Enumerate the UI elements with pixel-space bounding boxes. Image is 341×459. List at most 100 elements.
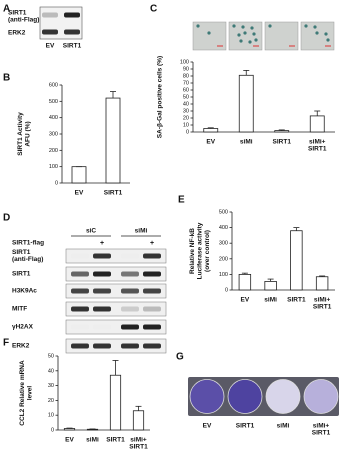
y-axis-label: SA-β-Gal positive cells (%) (157, 56, 164, 138)
stained-cell (241, 25, 245, 29)
stained-cell (254, 38, 258, 42)
y-tick-label: 30 (48, 383, 54, 389)
error-bar (267, 278, 274, 282)
panel-letter: A (3, 4, 10, 15)
y-axis-label: level (26, 386, 33, 401)
x-tick-label: siMi (264, 297, 277, 304)
stained-cell (252, 32, 256, 36)
stained-cell (250, 26, 254, 30)
y-axis-label: CCL2 Relative mRNA (19, 360, 26, 426)
stained-cell (239, 39, 243, 43)
error-bar (110, 91, 116, 99)
bar (264, 281, 277, 291)
row-label: MITF (12, 306, 27, 313)
y-axis-label: SIRT1 Activity (17, 112, 24, 156)
panel-letter: D (3, 213, 10, 224)
bar (203, 128, 219, 133)
stained-cell (324, 32, 328, 36)
well (189, 379, 225, 414)
blot-band (71, 288, 89, 294)
row-label: SIRT1 (12, 271, 31, 278)
lane-label: SIRT1 (63, 43, 82, 50)
stained-cell (248, 40, 252, 44)
stained-cell (232, 24, 236, 28)
blot-strip (65, 266, 167, 282)
x-tick-label: siMi (240, 139, 253, 146)
x-tick-label: EV (65, 437, 74, 444)
blot-band (143, 253, 161, 259)
stained-cell (196, 24, 200, 28)
blot-band (71, 306, 89, 312)
bar (309, 115, 325, 133)
y-tick-label: 40 (183, 101, 189, 107)
blot-band (71, 271, 89, 277)
well (303, 379, 339, 414)
well-label: siMi+ (313, 423, 330, 430)
blot-band (42, 29, 58, 35)
row-label: H3K9Ac (12, 288, 37, 295)
error-bar (112, 360, 119, 376)
stained-cell (207, 31, 211, 35)
y-tick-label: 10 (48, 413, 54, 419)
x-tick-label: siMi+ (314, 297, 331, 304)
blot-band (143, 306, 161, 312)
blot-band (93, 324, 111, 330)
panel-letter: F (3, 338, 9, 349)
stained-cell (268, 24, 272, 28)
bar (132, 410, 145, 431)
error-bar (243, 70, 250, 76)
bar (238, 273, 252, 291)
y-tick-label: 500 (49, 99, 58, 105)
treatment-mark: + (100, 240, 104, 247)
row-label: SIRT1 (8, 10, 27, 17)
y-tick-label: 70 (183, 80, 189, 86)
blot-strip (65, 301, 167, 317)
y-tick-label: 30 (183, 108, 189, 114)
blot-band (121, 288, 139, 294)
treatment-label: SIRT1-flag (12, 240, 44, 247)
panel-letter: G (176, 352, 184, 363)
row-label: (anti-Flag) (8, 17, 39, 24)
x-tick-label: siMi+ (130, 437, 147, 444)
blot-band (71, 343, 89, 349)
blot-band (42, 12, 58, 18)
blot-band (143, 343, 161, 349)
plate (188, 377, 339, 416)
y-tick-label: 100 (219, 272, 228, 278)
blot-band (143, 324, 161, 330)
y-tick-label: 0 (55, 180, 58, 186)
stained-cell (326, 38, 330, 42)
panel-letter: B (3, 73, 10, 84)
y-tick-label: 0 (51, 427, 54, 433)
blot-band (143, 271, 161, 277)
x-tick-label: siMi+ (309, 139, 326, 146)
blot-strip (65, 319, 167, 335)
y-tick-label: 300 (49, 131, 58, 137)
y-tick-label: 400 (49, 115, 58, 121)
y-tick-label: 400 (219, 225, 228, 231)
blot-band (121, 343, 139, 349)
well (227, 379, 263, 414)
x-tick-label: SIRT1 (287, 297, 306, 304)
y-tick-label: 10 (183, 122, 189, 128)
blot-band (93, 343, 111, 349)
y-tick-label: 600 (49, 82, 58, 88)
blot-band (121, 324, 139, 330)
bar (315, 276, 329, 291)
error-bar (241, 272, 248, 275)
blot-strip (65, 248, 167, 264)
y-axis-label: Luciferase activity (197, 222, 204, 279)
y-tick-label: 500 (219, 209, 228, 215)
error-bar (135, 405, 142, 411)
x-tick-label: EV (206, 139, 215, 146)
y-tick-label: 0 (225, 287, 228, 293)
blot-band (64, 29, 80, 35)
well (265, 379, 301, 414)
y-tick-label: 0 (186, 129, 189, 135)
panel-letter: E (178, 195, 185, 206)
y-tick-label: 20 (183, 115, 189, 121)
stained-cell (313, 25, 317, 29)
y-tick-label: 300 (219, 241, 228, 247)
